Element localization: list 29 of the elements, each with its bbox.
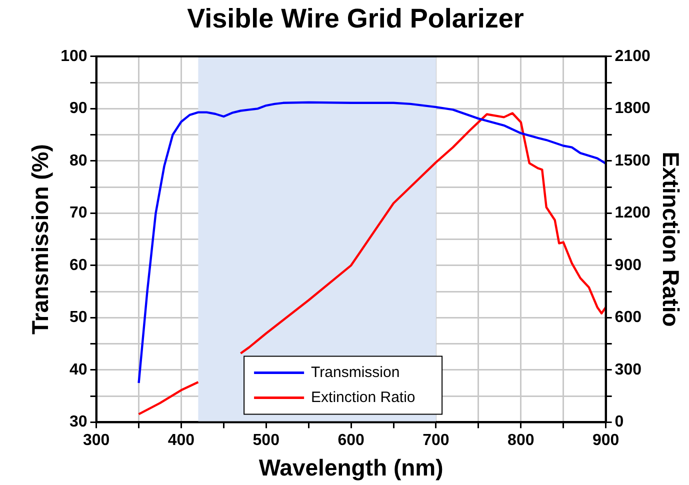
x-tick-label: 800 <box>508 432 534 450</box>
x-tick-label: 400 <box>168 432 195 450</box>
x-axis-title: Wavelength (nm) <box>258 454 444 481</box>
y-tick-label: 80 <box>70 152 88 170</box>
legend-label: Extinction Ratio <box>311 388 416 406</box>
x-tick-label: 500 <box>252 432 280 450</box>
y2-tick-label: 1200 <box>614 204 650 222</box>
y2-tick-label: 1500 <box>614 152 650 170</box>
y-tick-label: 70 <box>70 204 88 222</box>
y2-tick-label: 2100 <box>614 48 650 65</box>
y2-tick-label: 600 <box>614 309 642 326</box>
legend-label: Transmission <box>311 364 400 381</box>
y2-axis-title: Extinction Ratio <box>658 152 684 327</box>
y-axis-title: Transmission (%) <box>27 144 54 335</box>
chart-title: Visible Wire Grid Polarizer <box>187 4 524 34</box>
y2-tick-label: 0 <box>614 414 624 431</box>
y2-tick-label: 900 <box>614 256 642 274</box>
y-tick-label: 40 <box>70 361 88 378</box>
y-tick-label: 100 <box>60 48 88 65</box>
x-tick-label: 900 <box>592 432 620 450</box>
x-tick-label: 300 <box>82 432 110 450</box>
y-tick-label: 30 <box>70 414 88 431</box>
y-tick-label: 50 <box>70 309 88 326</box>
y-tick-label: 60 <box>70 256 88 274</box>
y-tick-label: 90 <box>70 100 88 118</box>
x-tick-label: 700 <box>422 432 450 450</box>
y2-tick-label: 1800 <box>614 100 650 118</box>
y2-tick-label: 300 <box>614 361 642 378</box>
x-tick-label: 600 <box>338 432 364 450</box>
